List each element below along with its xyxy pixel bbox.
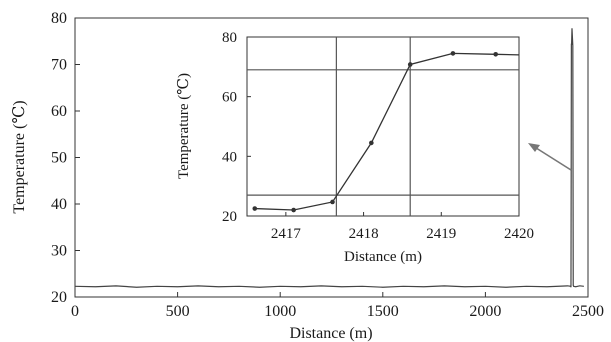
inset-x-tick-label: 2417 — [271, 226, 302, 242]
main-x-tick-label: 1500 — [367, 303, 399, 320]
main-chart: 0 500 1000 1500 2000 2500 20 30 40 50 60 70 80 Dist… — [11, 10, 604, 342]
main-x-tick-label: 2500 — [572, 303, 604, 320]
main-y-tick-label: 80 — [51, 10, 67, 27]
callout-arrow — [528, 143, 572, 171]
main-y-tick-label: 40 — [51, 196, 67, 213]
inset-x-ticks: 2417 2418 2419 2420 — [271, 212, 534, 242]
main-y-tick-label: 70 — [51, 57, 67, 74]
main-x-tick-label: 500 — [166, 303, 190, 320]
inset-data-point — [330, 199, 335, 205]
main-y-tick-label: 30 — [51, 243, 67, 260]
inset-y-tick-label: 80 — [222, 30, 237, 46]
main-x-tick-label: 2000 — [469, 303, 501, 320]
inset-x-tick-label: 2418 — [349, 226, 379, 242]
inset-data-point — [450, 51, 456, 56]
inset-series-line — [254, 52, 520, 211]
inset-y-tick-label: 40 — [222, 149, 237, 165]
inset-plot-frame — [246, 36, 520, 217]
inset-series-points — [252, 51, 498, 213]
inset-x-axis-label: Distance (m) — [344, 249, 422, 265]
main-x-tick-label: 1000 — [264, 303, 296, 320]
main-y-ticks: 20 30 40 50 60 70 80 — [51, 10, 80, 306]
main-series-line — [74, 28, 584, 288]
inset-chart: 2417 2418 2419 2420 20 40 60 80 Distance (m) T… — [176, 30, 534, 265]
inset-y-ticks: 20 40 60 80 — [222, 30, 251, 225]
inset-data-point — [369, 140, 374, 146]
inset-data-point — [407, 62, 413, 67]
inset-x-tick-label: 2419 — [426, 226, 456, 242]
main-x-tick-label: 0 — [71, 303, 79, 320]
inset-reference-lines — [247, 37, 519, 216]
main-y-tick-label: 20 — [51, 289, 67, 306]
main-y-tick-label: 60 — [51, 103, 67, 120]
main-x-axis-label: Distance (m) — [289, 325, 372, 342]
main-y-tick-label: 50 — [51, 150, 67, 167]
inset-data-point — [252, 206, 258, 211]
main-x-ticks: 0 500 1000 1500 2000 2500 — [71, 292, 604, 320]
inset-y-tick-label: 20 — [222, 209, 237, 225]
inset-data-point — [493, 52, 498, 57]
inset-x-tick-label: 2420 — [504, 226, 534, 242]
inset-data-point — [291, 207, 296, 213]
inset-y-axis-label: Temperature (℃) — [176, 73, 192, 179]
inset-y-tick-label: 60 — [222, 90, 237, 106]
main-y-axis-label: Temperature (℃) — [11, 100, 28, 213]
